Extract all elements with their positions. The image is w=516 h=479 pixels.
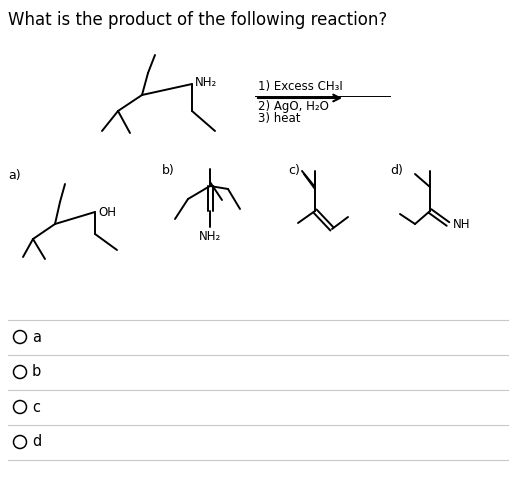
Text: b): b) [162, 164, 175, 177]
Text: NH₂: NH₂ [199, 230, 221, 243]
Text: What is the product of the following reaction?: What is the product of the following rea… [8, 11, 387, 29]
Text: NH₂: NH₂ [195, 76, 217, 89]
Text: d: d [32, 434, 41, 449]
Circle shape [13, 365, 26, 378]
Text: 2) AgO, H₂O: 2) AgO, H₂O [258, 100, 329, 113]
Circle shape [13, 400, 26, 413]
Text: a: a [32, 330, 41, 344]
Text: a): a) [8, 169, 21, 182]
Circle shape [13, 435, 26, 448]
Text: c: c [32, 399, 40, 414]
Text: d): d) [390, 164, 403, 177]
Text: OH: OH [98, 205, 116, 218]
Text: NH: NH [453, 217, 471, 230]
Circle shape [13, 331, 26, 343]
Text: c): c) [288, 164, 300, 177]
Text: 3) heat: 3) heat [258, 112, 300, 125]
Text: 1) Excess CH₃I: 1) Excess CH₃I [258, 80, 343, 92]
Text: b: b [32, 365, 41, 379]
